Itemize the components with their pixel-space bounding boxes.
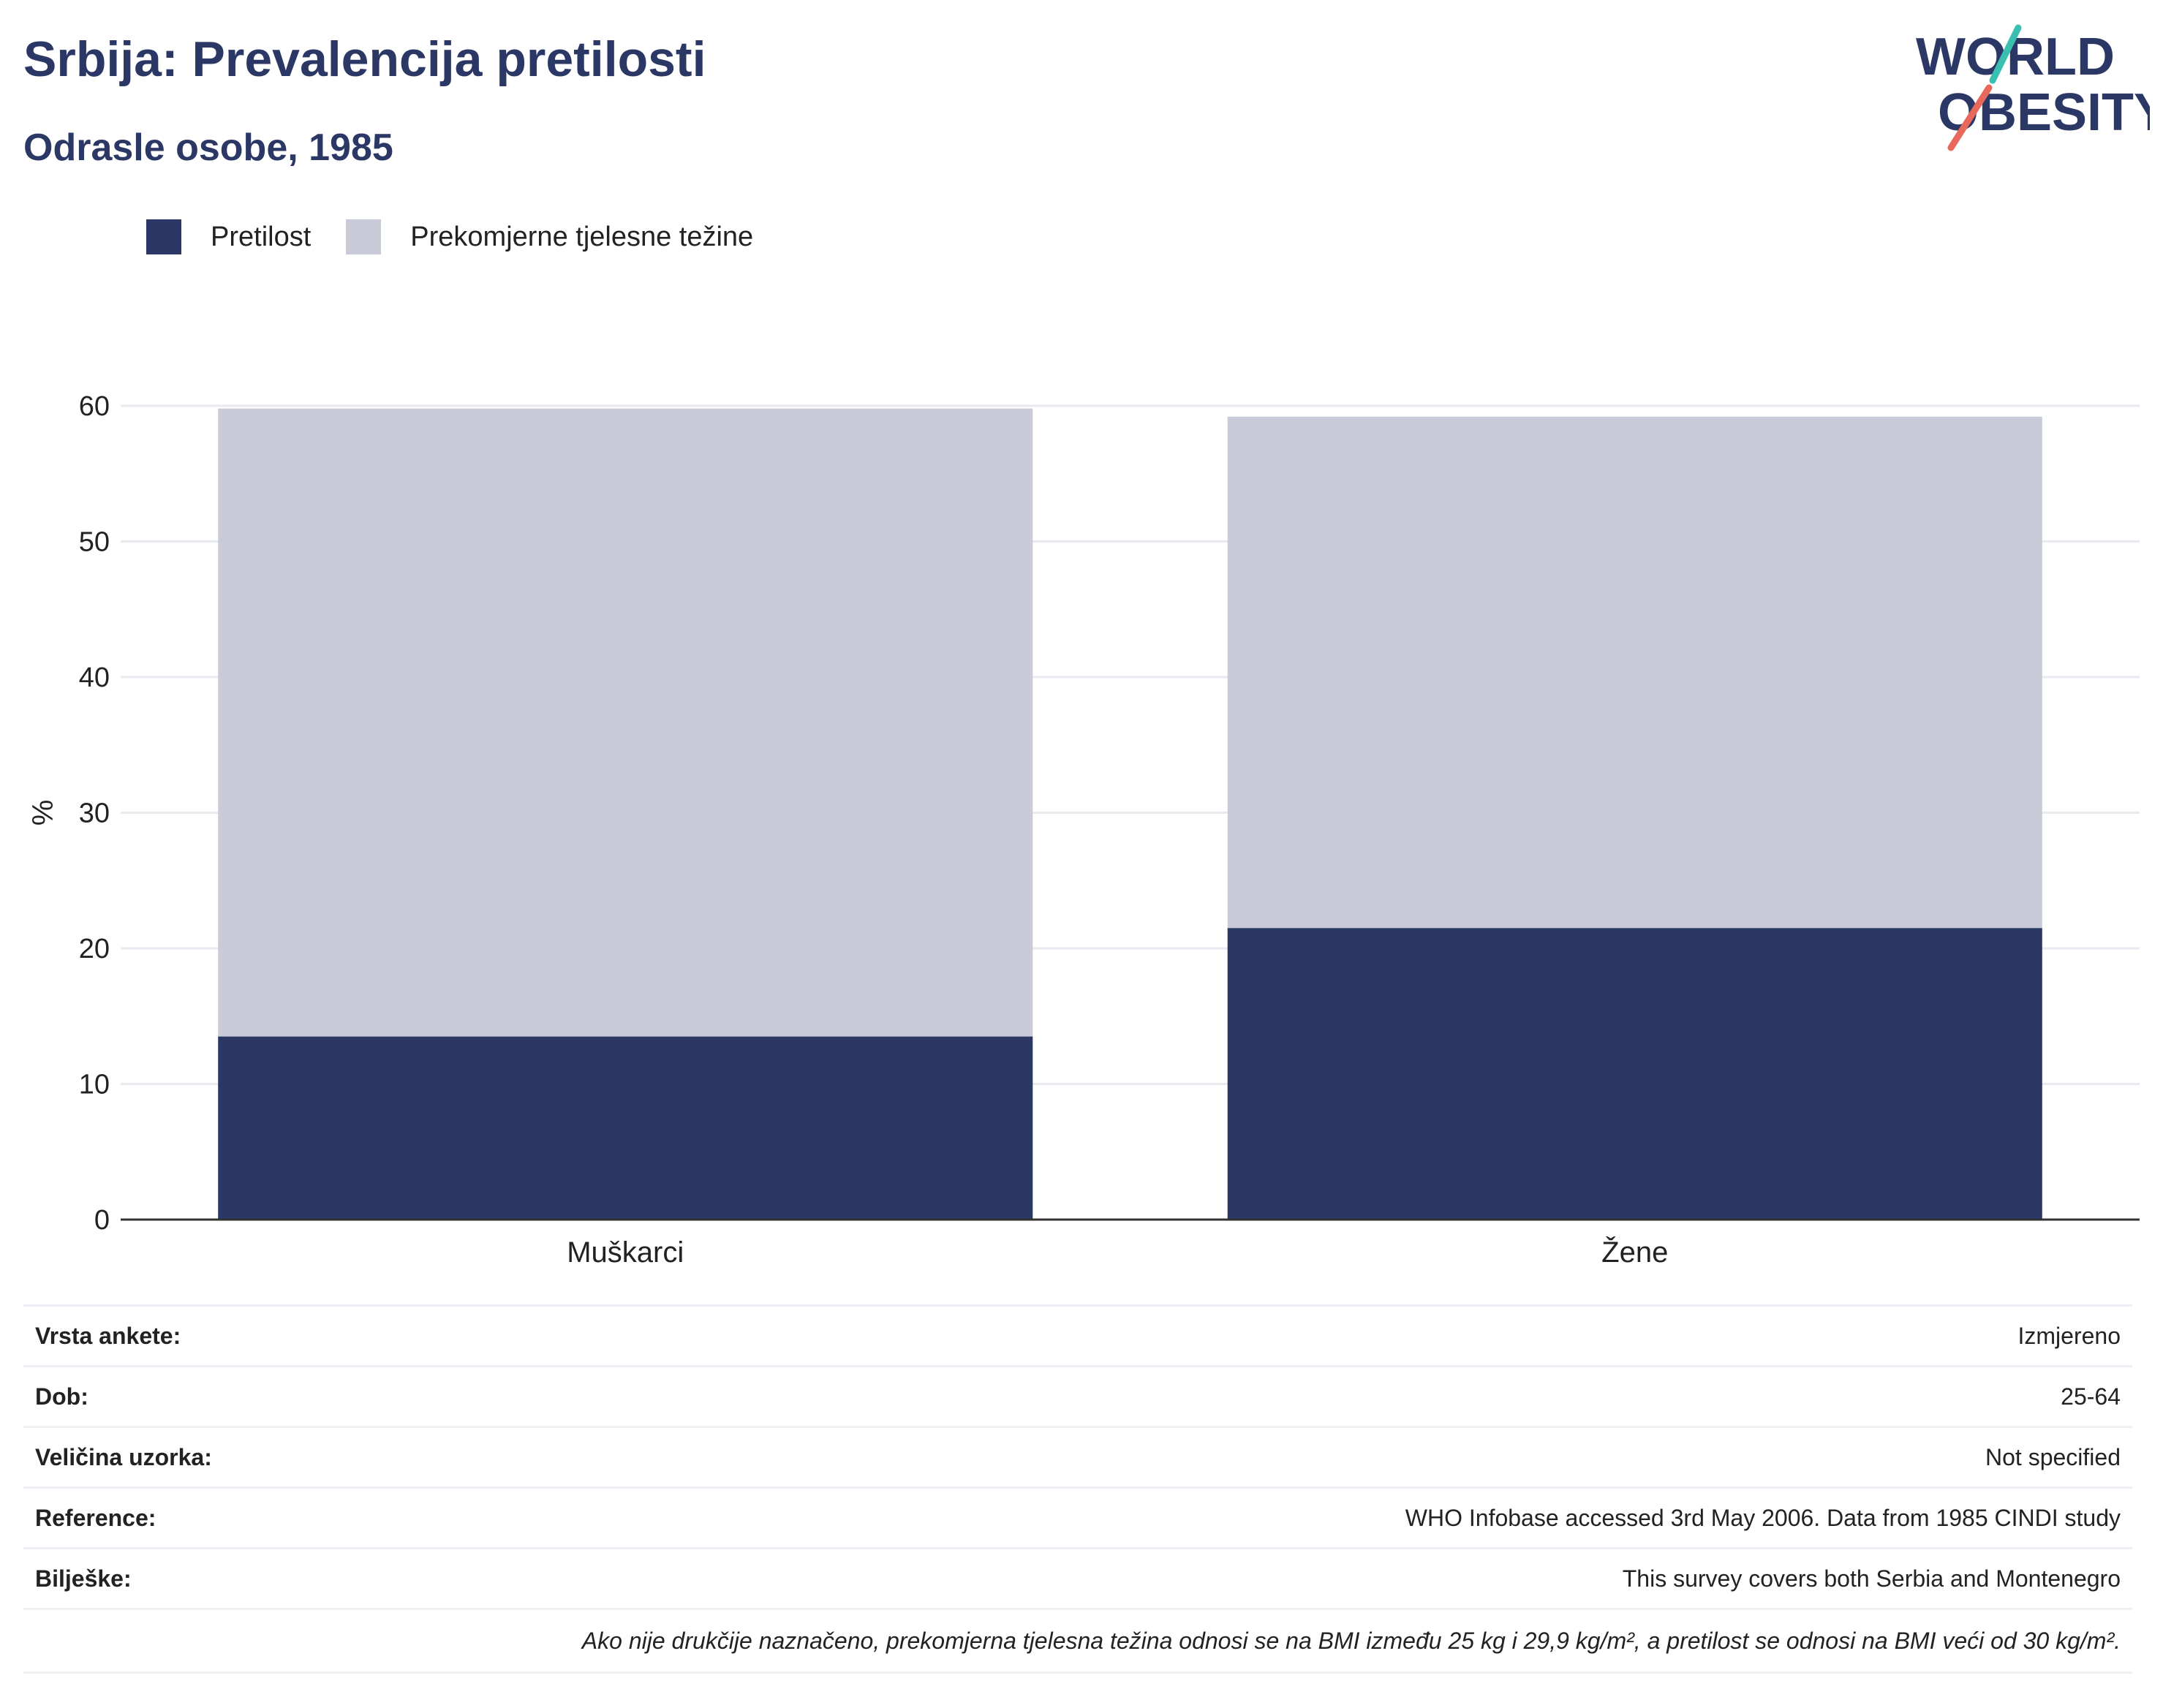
- y-tick-label: 10: [79, 1070, 110, 1100]
- definition-note-row: Ako nije drukčije naznačeno, prekomjerna…: [23, 1608, 2132, 1674]
- bar-group: [218, 408, 2042, 1220]
- bar-pretilost-1: [1227, 928, 2042, 1220]
- info-key: Reference:: [23, 1486, 474, 1549]
- x-axis: Muškarci Žene: [121, 1218, 2140, 1265]
- bar-prekomjerne-0: [218, 408, 1033, 1037]
- info-key: Dob:: [23, 1365, 474, 1427]
- world-obesity-logo: WORLD OBESITY: [1916, 24, 2150, 151]
- info-key: Bilješke:: [23, 1547, 474, 1609]
- x-category-label: Žene: [1601, 1236, 1668, 1265]
- bar-prekomjerne-1: [1227, 416, 2042, 929]
- survey-info-table: Vrsta ankete: Izmjereno Dob: 25-64 Veličina …: [23, 1304, 2132, 1674]
- y-tick-label: 60: [79, 391, 110, 422]
- y-tick-labels: 0 10 20 30 40 50 60: [79, 391, 110, 1236]
- definition-note: Ako nije drukčije naznačeno, prekomjerna…: [23, 1608, 2132, 1674]
- info-value: This survey covers both Serbia and Monte…: [473, 1547, 2132, 1609]
- legend-swatch-pretilost: [146, 219, 181, 254]
- info-row: Reference: WHO Infobase accessed 3rd May …: [23, 1486, 2132, 1549]
- info-value: Izmjereno: [473, 1304, 2132, 1367]
- info-value: 25-64: [473, 1365, 2132, 1427]
- info-value: WHO Infobase accessed 3rd May 2006. Data…: [473, 1486, 2132, 1549]
- info-value: Not specified: [473, 1426, 2132, 1488]
- legend-swatch-prekomjerne: [346, 219, 382, 254]
- y-tick-label: 20: [79, 934, 110, 964]
- y-tick-label: 40: [79, 662, 110, 693]
- info-row: Veličina uzorka: Not specified: [23, 1426, 2132, 1488]
- legend-label-pretilost: Pretilost: [211, 221, 312, 252]
- info-row: Dob: 25-64: [23, 1365, 2132, 1427]
- chart-title: Srbija: Prevalencija pretilosti: [23, 31, 706, 87]
- y-tick-label: 30: [79, 798, 110, 829]
- chart-legend: Pretilost Prekomjerne tjelesne težine: [146, 216, 788, 257]
- bar-pretilost-0: [218, 1036, 1033, 1220]
- x-category-label: Muškarci: [567, 1236, 684, 1265]
- bar-chart: 0 10 20 30 40 50 60 Muškarci Žene %: [27, 391, 2140, 1265]
- y-tick-label: 0: [94, 1205, 110, 1236]
- logo-stroke-top: [1989, 24, 2022, 84]
- chart-subtitle: Odrasle osobe, 1985: [23, 126, 393, 169]
- info-row: Vrsta ankete: Izmjereno: [23, 1304, 2132, 1367]
- info-key: Veličina uzorka:: [23, 1426, 474, 1488]
- info-row: Bilješke: This survey covers both Serbia …: [23, 1547, 2132, 1609]
- legend-item-pretilost: Pretilost: [146, 219, 311, 254]
- legend-item-prekomjerne: Prekomjerne tjelesne težine: [346, 219, 753, 254]
- logo-stroke-bottom: [1947, 84, 1993, 151]
- y-tick-label: 50: [79, 527, 110, 558]
- info-key: Vrsta ankete:: [23, 1304, 474, 1367]
- y-axis-label: %: [27, 800, 59, 826]
- legend-label-prekomjerne: Prekomjerne tjelesne težine: [410, 221, 754, 252]
